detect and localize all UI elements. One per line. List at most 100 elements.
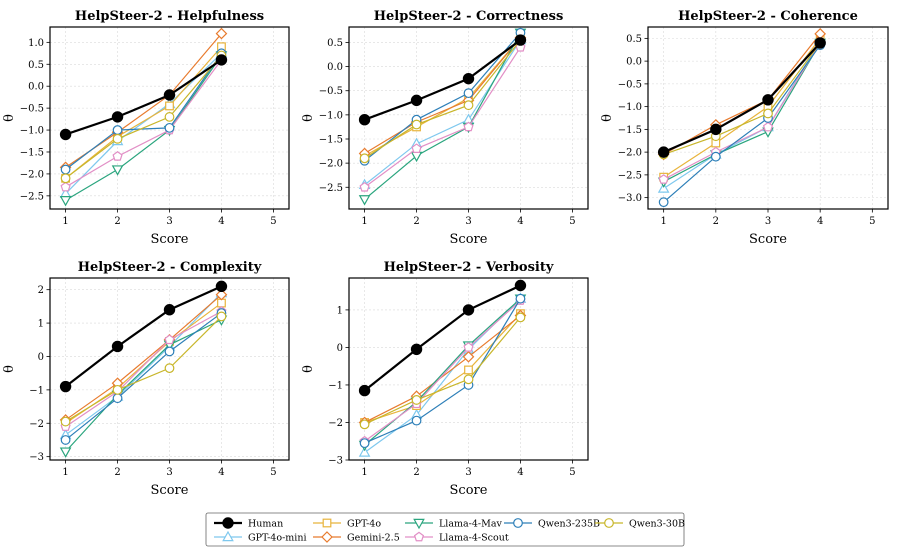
series-line [663,42,821,155]
series-llama-4-scout [60,306,227,431]
series-gpt-4o [61,298,226,428]
data-point [358,195,371,206]
data-point [359,153,370,164]
y-tick-label: 2 [38,285,44,296]
series-qwen3-235b [359,293,526,449]
chart-title: HelpSteer-2 - Helpfulness [75,9,264,24]
y-axis-label: θ [2,114,17,122]
legend-marker [321,531,333,543]
x-tick-label: 2 [114,216,120,227]
x-tick-label: 4 [517,216,523,227]
data-point [112,384,123,395]
series-line [65,33,222,168]
series-line [663,44,821,203]
legend-entry-llama-4-mav: Llama-4-Mav [405,518,503,529]
series-line [65,310,222,428]
series-line [65,315,222,423]
x-tick-label: 4 [817,216,823,227]
data-point [111,340,124,353]
legend-entry-human: Human [214,517,283,529]
data-point [112,125,123,135]
series-gemini-2-5 [59,288,228,426]
chart-title: HelpSteer-2 - Complexity [78,260,262,275]
series-line [65,46,222,179]
x-tick-label: 3 [465,467,471,478]
data-point [463,374,474,385]
y-tick-label: 1.0 [28,38,44,49]
data-point [164,112,175,122]
data-point [359,181,370,192]
y-axis-label: θ [301,365,316,373]
data-point [463,121,474,132]
x-tick-label: 5 [569,467,575,478]
data-point [710,151,721,162]
data-point [60,173,71,184]
series-gemini-2-5 [59,27,228,174]
y-tick-label: −2 [29,419,44,430]
series-line [65,302,222,424]
legend-entry-qwen3-30b: Qwen3-30B [595,518,685,529]
data-point [163,89,176,101]
legend-label: Llama-4-Scout [439,532,509,543]
x-axis-label: Score [749,232,787,247]
y-tick-label: −2 [328,418,343,429]
data-point [59,128,72,141]
x-tick-label: 3 [166,467,172,478]
y-tick-label: 0.0 [626,57,642,68]
y-tick-label: −3.0 [618,193,642,204]
data-point [359,438,370,449]
data-point [165,101,174,111]
data-point [215,54,228,66]
x-tick-label: 2 [413,467,419,478]
data-point [411,143,422,153]
data-point [462,304,475,316]
y-tick-label: −2.0 [319,159,343,170]
data-point [216,311,227,322]
y-tick-label: −1 [328,380,343,391]
legend-label: GPT-4o-mini [248,532,306,543]
data-point [411,415,422,426]
x-tick-label: 2 [713,216,719,227]
data-point [463,100,474,111]
data-point [164,334,175,345]
legend-marker [413,518,425,530]
series-line [364,298,521,446]
x-tick-label: 1 [361,216,367,227]
series-line [65,292,222,436]
data-point [658,174,669,184]
data-point [60,435,71,445]
data-point [514,279,527,292]
x-tick-label: 4 [218,467,224,478]
legend-marker [222,530,234,542]
series-line [663,33,821,155]
y-tick-label: −1.5 [319,135,343,146]
y-tick-label: 1 [38,319,44,330]
series-line [364,39,522,121]
series-gpt-4o [659,33,825,182]
x-tick-label: 5 [270,467,276,478]
panel-complexity: 1 2 3 4 5 −3 −2 −1 0 1 2 HelpSteer-2 - Complexity Sc… [2,260,290,498]
y-tick-label: −1.0 [618,102,642,113]
series-llama-4-mav [59,315,228,458]
x-axis-label: Score [151,232,189,247]
x-axis-label: Score [450,483,488,498]
legend-marker [513,518,523,528]
data-point [410,151,423,163]
series-line [65,312,222,441]
data-point [59,196,72,207]
y-tick-label: −1.5 [20,147,44,158]
x-tick-label: 3 [465,216,471,227]
data-point [59,380,72,393]
data-point [112,393,123,404]
series-line [663,42,821,183]
legend-entry-gemini-2-5: Gemini-2.5 [313,531,400,543]
x-tick-label: 3 [166,216,172,227]
series-line [65,58,223,136]
series-qwen3-235b [60,48,227,175]
y-tick-label: 0 [337,343,343,354]
x-axis-label: Score [450,232,488,247]
y-tick-label: −2.5 [319,183,343,194]
series-human [59,54,228,141]
data-point [358,384,371,397]
